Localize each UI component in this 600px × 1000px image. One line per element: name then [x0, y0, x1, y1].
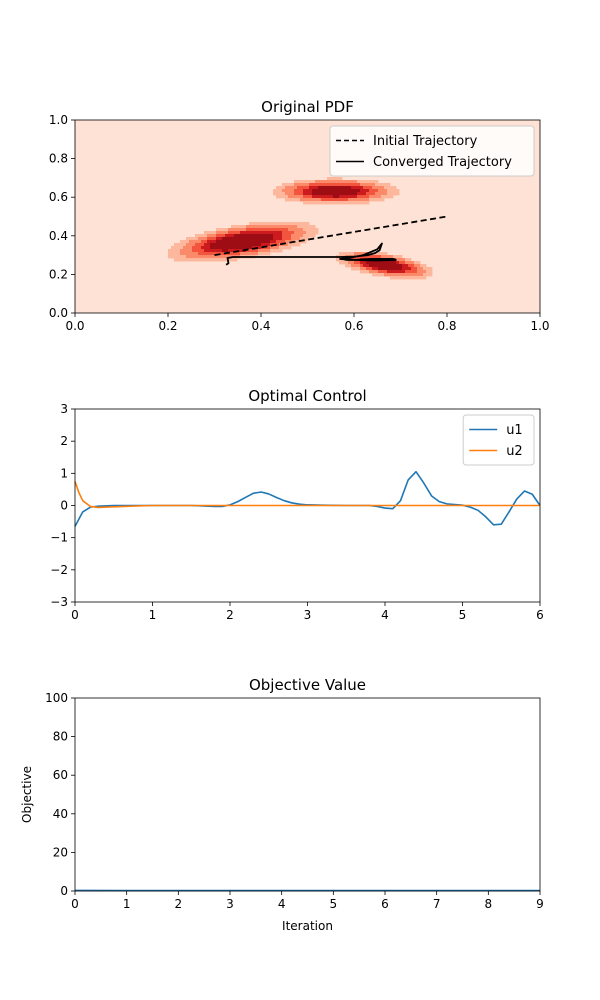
legend: [329, 125, 535, 177]
axes-frame: [74, 697, 541, 892]
y-tick-label: 60: [53, 768, 68, 782]
x-tick-label: 0: [71, 897, 79, 911]
chart-title: Objective Value: [249, 676, 366, 694]
x-tick-label: 4: [278, 897, 286, 911]
x-tick-label: 0.4: [251, 319, 270, 333]
y-tick-label: 0.6: [49, 190, 68, 204]
x-tick-label: 6: [536, 608, 544, 622]
axes-frame: [74, 119, 541, 314]
x-tick-label: 0.0: [65, 319, 84, 333]
series-line-u1: [74, 470, 541, 527]
x-tick-label: 7: [433, 897, 441, 911]
legend-label: Converged Trajectory: [373, 155, 512, 170]
y-tick-label: 0: [60, 499, 68, 513]
legend-label: u1: [506, 423, 523, 438]
legend-label: u2: [506, 444, 523, 459]
series-line-initial-trajectory: [214, 215, 448, 256]
x-tick-label: 6: [381, 897, 389, 911]
x-tick-label: 1: [149, 608, 157, 622]
y-axis-label: Objective: [20, 766, 34, 823]
y-tick-label: 1.0: [49, 113, 68, 127]
y-tick-label: −2: [50, 563, 68, 577]
y-tick-label: 0.0: [49, 306, 68, 320]
x-tick-label: 2: [175, 897, 183, 911]
axes-frame: [74, 408, 541, 603]
y-tick-label: 0.8: [49, 152, 68, 166]
x-tick-label: 0.6: [344, 319, 363, 333]
x-tick-label: 5: [459, 608, 467, 622]
y-tick-label: −3: [50, 595, 68, 609]
y-tick-label: 2: [60, 434, 68, 448]
y-tick-label: 0.4: [49, 229, 68, 243]
contour-field: [168, 177, 433, 280]
x-tick-label: 0: [71, 608, 79, 622]
x-tick-label: 4: [381, 608, 389, 622]
chart-title: Optimal Control: [248, 387, 366, 405]
y-tick-label: 1: [60, 466, 68, 480]
y-tick-label: 0: [60, 884, 68, 898]
series-line-converged-trajectory: [225, 242, 397, 266]
x-tick-label: 5: [330, 897, 338, 911]
x-tick-label: 1.0: [530, 319, 549, 333]
y-tick-label: 3: [60, 402, 68, 416]
y-tick-label: 80: [53, 730, 68, 744]
legend: [462, 414, 535, 466]
x-tick-label: 3: [304, 608, 312, 622]
x-tick-label: 1: [123, 897, 131, 911]
series-line-u2: [74, 481, 540, 509]
y-tick-label: 100: [45, 691, 68, 705]
x-tick-label: 0.8: [437, 319, 456, 333]
legend-label: Initial Trajectory: [373, 134, 478, 149]
y-tick-label: 40: [53, 807, 68, 821]
x-tick-label: 2: [226, 608, 234, 622]
x-tick-label: 8: [485, 897, 493, 911]
x-tick-label: 9: [536, 897, 544, 911]
y-tick-label: −1: [50, 531, 68, 545]
y-tick-label: 0.2: [49, 267, 68, 281]
y-tick-label: 20: [53, 845, 68, 859]
chart-title: Original PDF: [261, 98, 354, 116]
x-tick-label: 0.2: [158, 319, 177, 333]
x-axis-label: Iteration: [282, 919, 333, 933]
x-tick-label: 3: [226, 897, 234, 911]
